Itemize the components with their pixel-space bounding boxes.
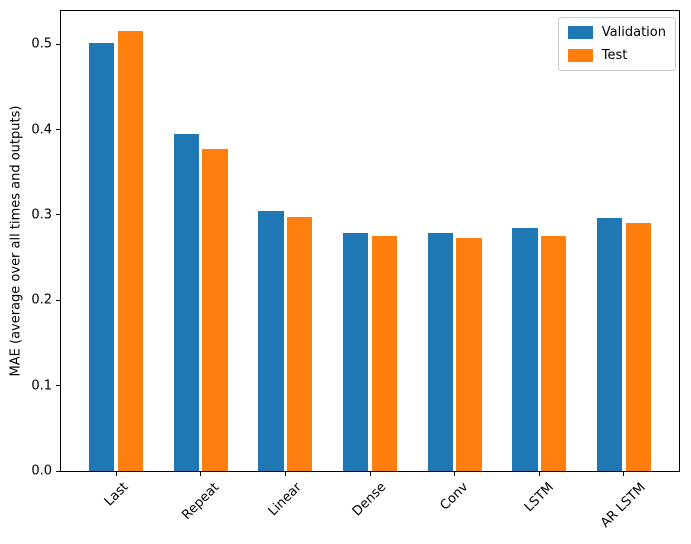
x-tick-label: Dense [350,479,390,520]
y-tick-mark [56,214,60,216]
bar-test-repeat [202,149,228,471]
bar-validation-repeat [173,133,200,471]
bar-validation-last [89,43,115,471]
legend-entry-validation: Validation [567,25,666,40]
y-tick-label: 0.5 [31,36,52,52]
y-tick-mark [56,470,60,472]
legend-swatch-validation-icon [567,26,593,39]
bar-test-dense [371,236,398,471]
y-tick-label: 0.0 [31,463,52,479]
bar-test-lstm [540,236,567,471]
x-tick-label: Last [101,479,132,510]
y-axis-label-wrap: MAE (average over all times and outputs) [3,11,29,471]
x-tick-mark [284,472,286,476]
bar-validation-linear [258,210,284,471]
x-tick-label: Conv [437,479,472,514]
y-tick-label: 0.3 [31,207,52,223]
x-tick-mark [115,472,117,476]
x-tick-mark [538,472,540,476]
legend-entry-test: Test [567,48,666,63]
y-tick-label: 0.2 [31,292,52,308]
x-tick-mark [623,472,625,476]
x-tick-label: Linear [265,479,305,520]
plot-area: Validation Test 0.0 0.1 0.2 0.3 0.4 0.5 Last Re… [31,10,680,531]
bar-validation-lstm [512,227,538,471]
legend: Validation Test [557,17,676,71]
legend-label-validation: Validation [601,25,666,40]
y-axis-label: MAE (average over all times and outputs) [8,105,24,377]
x-tick-label: AR LSTM [598,479,650,531]
y-tick-mark [56,129,60,131]
y-tick-label: 0.1 [31,378,52,394]
bar-test-linear [287,216,313,471]
x-tick-label: LSTM [521,479,557,516]
x-tick-label: Repeat [179,479,223,523]
bar-validation-dense [342,232,369,471]
y-tick-mark [56,43,60,45]
y-tick-mark [56,385,60,387]
bar-validation-ar-lstm [596,217,623,471]
x-tick-mark [369,472,371,476]
x-tick-mark [200,472,202,476]
legend-label-test: Test [601,48,628,63]
bar-test-conv [456,238,482,471]
y-tick-mark [56,299,60,301]
bar-test-last [117,31,144,471]
y-tick-label: 0.4 [31,122,52,138]
bar-validation-conv [427,232,453,471]
bar-test-ar-lstm [625,222,651,471]
legend-swatch-test-icon [567,49,593,62]
x-tick-mark [454,472,456,476]
